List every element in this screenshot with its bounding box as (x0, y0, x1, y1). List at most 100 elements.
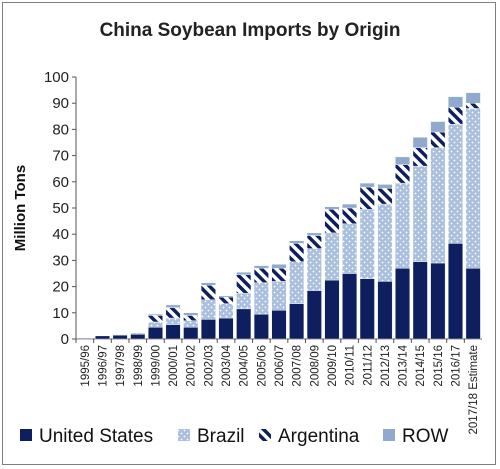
bar-segment-brazil (359, 209, 375, 279)
bar-segment-row (183, 312, 199, 316)
bar-segment-argentina (342, 207, 358, 224)
x-tick-label: 1995/96 (80, 345, 92, 387)
bar-segment-brazil (412, 165, 428, 262)
bar-segment-united-states (77, 338, 93, 340)
x-tick-label: 2005/06 (256, 345, 268, 387)
bar-segment-argentina (377, 188, 393, 205)
bar-segment-argentina (395, 164, 411, 184)
bar-segment-argentina (430, 131, 446, 148)
y-tick-label: 30 (52, 252, 69, 269)
x-tick-label: 2017/18 Estimate (468, 345, 480, 435)
bar-segment-united-states (271, 309, 287, 340)
bar-segment-brazil (200, 299, 216, 320)
x-tick-label: 2013/14 (398, 344, 410, 386)
y-tick-label: 40 (52, 226, 69, 243)
bar-segment-argentina (412, 147, 428, 167)
bar-segment-argentina (253, 268, 269, 283)
axes-group: 0 10 20 30 40 50 60 70 80 90 100 Million Tons (12, 69, 482, 348)
x-tick-label: 2016/17 (451, 345, 463, 387)
bar-segment-united-states (130, 334, 146, 340)
bar-segment-united-states (448, 243, 463, 340)
bar-segment-argentina (236, 274, 252, 294)
bar-segment-brazil (165, 317, 181, 325)
legend-swatch-row (383, 429, 395, 441)
x-tick-label: 1996/97 (97, 345, 109, 387)
bar-segment-argentina (147, 315, 163, 323)
bar-segment-row (430, 121, 446, 133)
x-tick-label: 1999/00 (150, 345, 162, 387)
bar-segment-united-states (324, 279, 340, 340)
bar-segment-brazil (253, 282, 269, 315)
bar-segment-argentina (271, 268, 287, 282)
x-tick-label: 2009/10 (327, 345, 339, 387)
bar-segment-brazil (430, 147, 446, 264)
chart-title: China Soybean Imports by Origin (99, 20, 401, 41)
bar-segment-row (271, 264, 287, 269)
bar-segment-row (200, 282, 216, 286)
bar-segment-united-states (236, 308, 252, 340)
bar-segment-united-states (465, 268, 481, 340)
x-tick-label: 2011/12 (362, 345, 374, 386)
bar-segment-united-states (395, 268, 411, 340)
bar-segment-argentina (218, 296, 234, 304)
bar-segment-united-states (112, 334, 128, 340)
bar-segment-brazil (130, 332, 146, 335)
legend-swatch-brazil (178, 429, 190, 441)
bar-segment-united-states (147, 327, 163, 340)
bar-segment-brazil (236, 292, 252, 310)
bar-segment-row (236, 271, 252, 276)
y-tick-label: 60 (52, 174, 69, 191)
bar-segment-brazil (218, 303, 234, 319)
bar-segment-brazil (289, 261, 305, 304)
y-tick-label: 70 (52, 148, 69, 165)
bar-segment-united-states (165, 324, 181, 340)
bar-segment-argentina (448, 106, 463, 125)
bar-segment-brazil (377, 203, 393, 282)
bar-segment-argentina (289, 243, 305, 262)
y-tick-label: 0 (61, 331, 69, 348)
bar-segment-united-states (183, 327, 199, 340)
bar-segment-row (165, 304, 181, 308)
bar-segment-united-states (218, 317, 234, 340)
x-tick-label: 2015/16 (433, 345, 445, 387)
bar-segment-brazil (147, 321, 163, 328)
x-tick-label: 2004/05 (239, 345, 251, 387)
bar-segment-row (465, 92, 481, 104)
bar-segment-row (342, 203, 358, 209)
bar-segment-united-states (377, 281, 393, 340)
y-tick-label: 80 (52, 121, 69, 138)
legend-label-united-states: United States (39, 426, 153, 447)
y-tick-label: 10 (52, 305, 69, 322)
bar-segment-brazil (271, 281, 287, 311)
bar-segment-united-states (412, 261, 428, 340)
bar-segment-row (412, 137, 428, 148)
x-tick-label: 2002/03 (203, 345, 215, 387)
bar-segment-brazil (342, 223, 358, 274)
bar-segment-brazil (306, 248, 322, 291)
bar-segment-row (324, 206, 340, 210)
y-tick-label: 50 (52, 200, 69, 217)
bar-segment-row (395, 156, 411, 165)
legend-swatch-united-states (20, 429, 32, 441)
x-tick-label: 2006/07 (274, 345, 286, 387)
bar-segment-united-states (359, 278, 375, 340)
bar-segment-brazil (395, 182, 411, 269)
x-tick-label: 2000/01 (168, 345, 180, 387)
bar-segment-brazil (448, 123, 463, 244)
bar-segment-united-states (306, 290, 322, 340)
x-tick-label: 2010/11 (345, 345, 357, 386)
bar-segment-row (448, 96, 463, 108)
bar-segment-brazil (465, 108, 481, 269)
bar-segment-row (147, 313, 163, 316)
bar-segment-argentina (200, 285, 216, 300)
x-tick-label: 2001/02 (186, 345, 198, 387)
bar-segment-argentina (165, 307, 181, 319)
bars-group (77, 92, 481, 340)
legend-group: United States Brazil Argentina ROW (20, 426, 449, 447)
bar-segment-united-states (342, 273, 358, 340)
bar-segment-row (377, 184, 393, 189)
bar-segment-row (218, 295, 234, 298)
legend-label-brazil: Brazil (197, 426, 245, 447)
bar-segment-united-states (289, 303, 305, 340)
bar-segment-row (289, 240, 305, 244)
